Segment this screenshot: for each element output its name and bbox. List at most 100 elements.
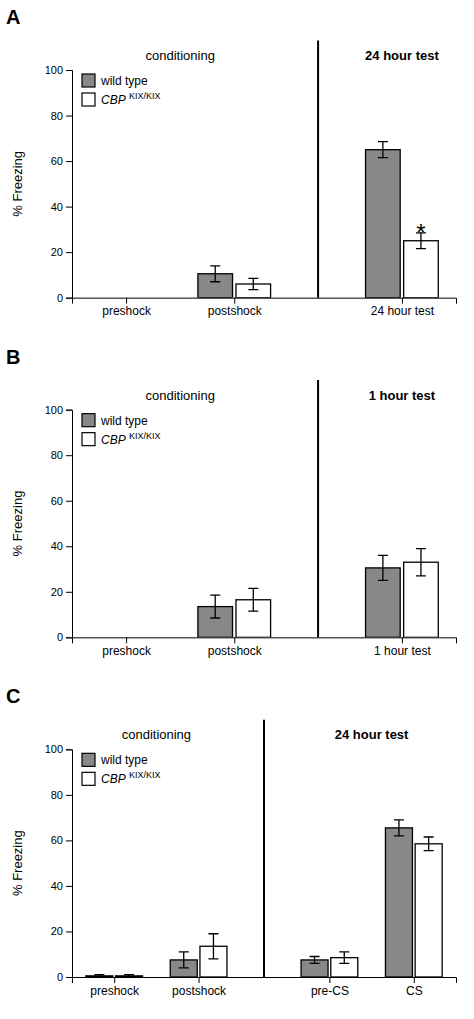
tick-label: postshock — [208, 644, 263, 658]
tick-mark — [66, 592, 72, 593]
tick-label: 0 — [57, 631, 63, 643]
series — [236, 549, 438, 638]
tick-label: 20 — [51, 925, 63, 937]
tick-label: 80 — [51, 789, 63, 801]
tick: 20 — [51, 246, 72, 258]
bar — [385, 828, 412, 977]
tick-label: 0 — [57, 292, 63, 304]
error-bar — [378, 142, 388, 158]
divider — [263, 720, 265, 977]
tick-mark — [66, 795, 72, 796]
error-bar — [424, 837, 434, 851]
tick-mark — [66, 840, 72, 841]
bar — [128, 637, 163, 638]
tick: preshock — [90, 977, 140, 998]
legend-swatch — [82, 753, 95, 766]
panel-label: C — [6, 685, 20, 707]
error-bar — [208, 934, 218, 959]
series — [86, 820, 413, 977]
legend-label: CBP KIX/KIX — [101, 91, 161, 107]
panel-label: A — [6, 6, 20, 28]
tick-label: 40 — [51, 201, 63, 213]
bar — [128, 297, 163, 298]
bar — [90, 297, 125, 298]
tick-label: 1 hour test — [374, 644, 431, 658]
series — [198, 142, 400, 298]
tick: 0 — [57, 631, 72, 643]
x-axis: preshockpostshock24 hour test — [73, 298, 457, 319]
panel: 020406080100preshockpostshock24 hour tes… — [6, 6, 457, 318]
axis-line — [66, 71, 73, 299]
error-bar — [179, 952, 189, 968]
tick-mark — [329, 977, 330, 983]
tick-label: CS — [406, 984, 423, 998]
error-bar — [416, 549, 426, 576]
y-axis: 020406080100 — [45, 64, 73, 304]
tick-mark — [66, 501, 72, 502]
tick-mark — [66, 161, 72, 162]
axis-line — [66, 410, 73, 638]
tick-mark — [66, 637, 72, 638]
tick: 40 — [51, 540, 72, 552]
tick-label: 100 — [45, 743, 63, 755]
axis-title: % Freezing — [10, 151, 25, 217]
tick-mark — [66, 546, 72, 547]
tick-label: 100 — [45, 404, 63, 416]
tick-mark — [234, 298, 235, 304]
tick: postshock — [172, 977, 227, 998]
legend-label: CBP KIX/KIX — [101, 770, 161, 786]
tick-mark — [199, 977, 200, 983]
annotation: * — [416, 219, 425, 246]
tick: 40 — [51, 880, 72, 892]
section-label: 1 hour test — [369, 388, 436, 403]
tick-mark — [414, 977, 415, 983]
tick-label: 60 — [51, 834, 63, 846]
section-label: 24 hour test — [365, 48, 439, 63]
section-label: conditioning — [122, 727, 191, 742]
legend-label: wild type — [100, 74, 148, 88]
tick: 100 — [45, 404, 72, 416]
tick-mark — [66, 207, 72, 208]
legend-item: wild type — [82, 74, 148, 88]
bar — [90, 637, 125, 638]
tick-mark — [126, 298, 127, 304]
legend-label: wild type — [100, 753, 148, 767]
legend-item: CBP KIX/KIX — [82, 91, 161, 107]
tick: preshock — [102, 298, 152, 319]
bar — [366, 150, 401, 298]
tick-mark — [66, 886, 72, 887]
x-axis: preshock postshock pre-CS CS — [73, 977, 457, 998]
series — [116, 837, 443, 977]
tick: postshock — [208, 637, 263, 658]
error-bar — [339, 952, 349, 963]
section-label: conditioning — [145, 388, 214, 403]
tick-mark — [66, 455, 72, 456]
tick: 100 — [45, 743, 72, 755]
tick-label: 80 — [51, 449, 63, 461]
tick-label: preshock — [90, 984, 140, 998]
tick: 60 — [51, 834, 72, 846]
legend-swatch — [82, 414, 95, 427]
panel-label: B — [6, 346, 20, 368]
tick-label: preshock — [102, 304, 152, 318]
legend: wild type CBP KIX/KIX — [82, 74, 161, 107]
bar — [415, 844, 442, 977]
tick-label: postshock — [208, 304, 263, 318]
tick-mark — [66, 252, 72, 253]
tick: CS — [406, 977, 423, 998]
y-axis: 020406080100 — [45, 743, 73, 983]
tick: 20 — [51, 925, 72, 937]
series — [236, 233, 438, 298]
legend-item: CBP KIX/KIX — [82, 770, 161, 786]
tick-label: pre-CS — [311, 984, 349, 998]
tick-mark — [66, 116, 72, 117]
tick-mark — [66, 977, 72, 978]
error-bar — [394, 820, 404, 836]
tick-label: 20 — [51, 246, 63, 258]
legend-swatch — [82, 93, 95, 106]
tick-label: 20 — [51, 586, 63, 598]
tick-mark — [234, 637, 235, 643]
axis-line — [73, 978, 457, 984]
legend-swatch — [82, 74, 95, 87]
divider — [317, 380, 319, 637]
